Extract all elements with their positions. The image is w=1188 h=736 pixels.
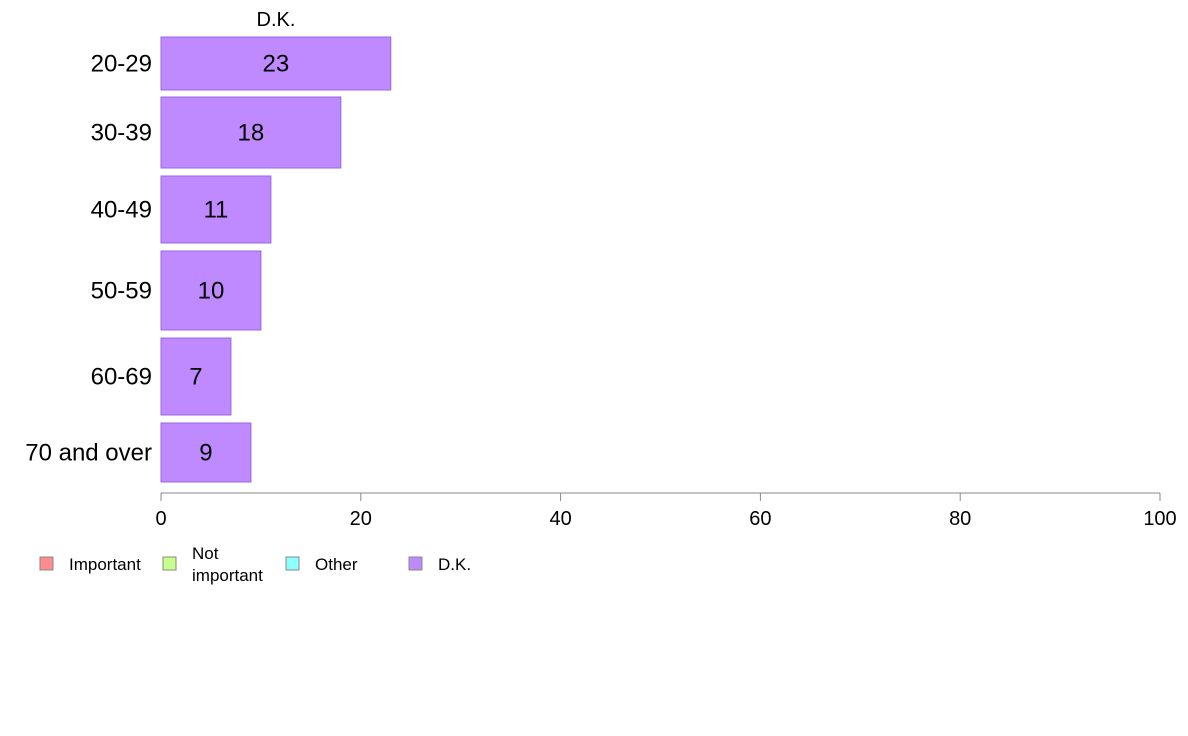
legend-swatch bbox=[162, 556, 177, 571]
bar-value-label: 9 bbox=[199, 440, 212, 467]
bar-20-29 bbox=[160, 36, 392, 91]
legend-item: Other bbox=[285, 555, 358, 574]
legend-label: Not important bbox=[192, 544, 263, 585]
legend-label: Other bbox=[315, 555, 358, 574]
legend-item: Not important bbox=[162, 544, 263, 585]
bar-value-label: 18 bbox=[238, 120, 265, 147]
legend-item: Important bbox=[39, 555, 141, 574]
category-label: 40-49 bbox=[91, 197, 152, 224]
category-label: 30-39 bbox=[91, 120, 152, 147]
bar-value-label: 7 bbox=[189, 364, 202, 391]
legend-item: D.K. bbox=[408, 555, 471, 574]
bar-50-59 bbox=[160, 250, 262, 331]
bar-value-label: 10 bbox=[198, 278, 225, 305]
x-tick-label: 0 bbox=[155, 508, 166, 530]
bar-70-and-over bbox=[160, 422, 252, 483]
category-label: 70 and over bbox=[25, 440, 152, 467]
panel-title: D.K. bbox=[257, 9, 296, 31]
x-tick-label: 80 bbox=[949, 508, 971, 530]
legend-label: D.K. bbox=[438, 555, 471, 574]
bar-value-label: 23 bbox=[263, 51, 290, 78]
x-tick-label: 20 bbox=[350, 508, 372, 530]
bar-group: 20-29 23 30-39 18 40-49 11 50-59 10 60-69 7 70 and… bbox=[25, 36, 392, 483]
legend-swatch bbox=[285, 556, 300, 571]
x-tick-label: 60 bbox=[749, 508, 771, 530]
x-tick-label: 100 bbox=[1143, 508, 1176, 530]
bar-value-label: 11 bbox=[203, 197, 228, 224]
category-label: 20-29 bbox=[91, 51, 152, 78]
x-axis: 0 20 40 60 80 100 bbox=[155, 492, 1177, 530]
legend: Important Not important Other D.K. bbox=[39, 544, 471, 585]
bar-30-39 bbox=[160, 96, 342, 169]
legend-swatch bbox=[408, 556, 423, 571]
bar-40-49 bbox=[160, 175, 272, 244]
category-label: 50-59 bbox=[91, 278, 152, 305]
category-label: 60-69 bbox=[91, 364, 152, 391]
x-tick-label: 40 bbox=[549, 508, 571, 530]
legend-swatch bbox=[39, 556, 54, 571]
bar-60-69 bbox=[160, 337, 232, 416]
legend-label: Important bbox=[69, 555, 141, 574]
